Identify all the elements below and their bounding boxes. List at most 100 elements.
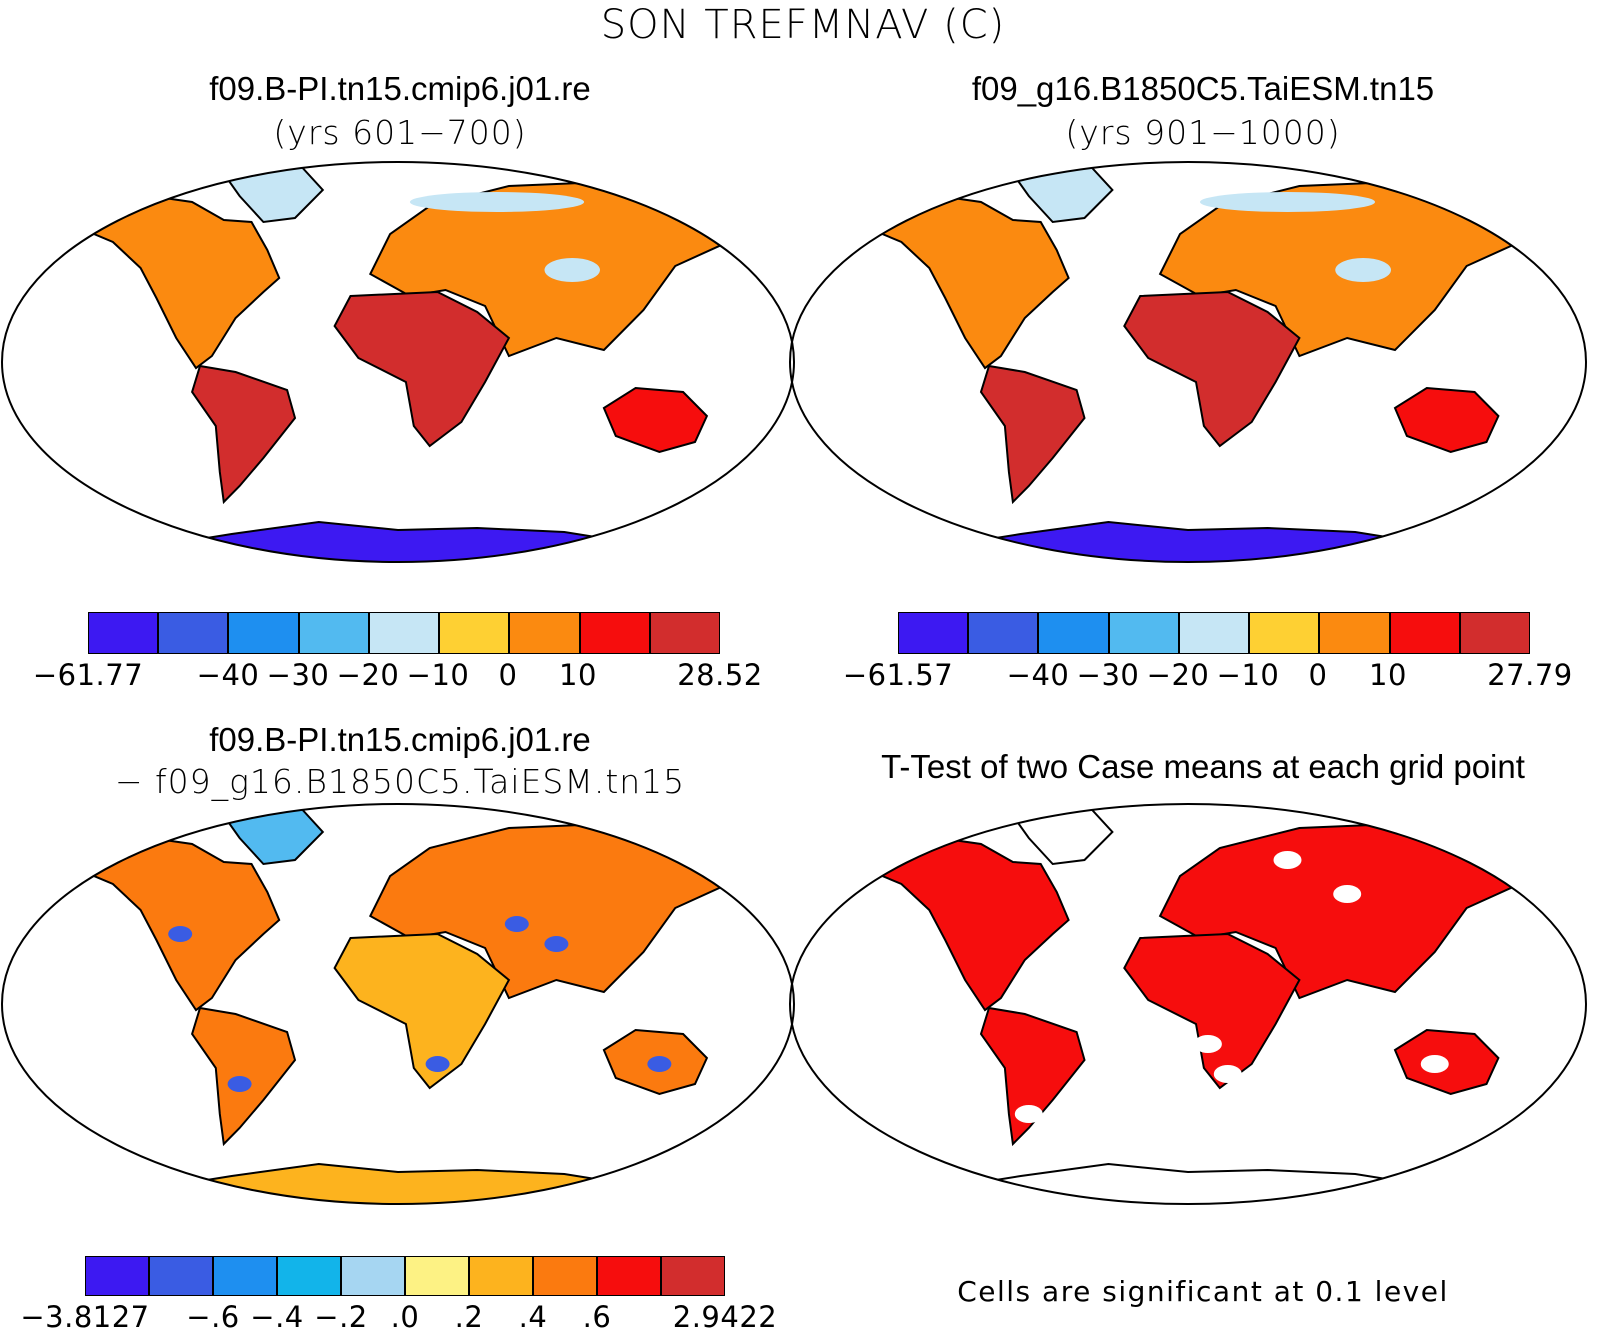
colorbar-swatch [898,612,969,654]
colorbar-swatch [341,1256,405,1296]
continent-southAmerica [979,364,1086,505]
colorbar-swatch [213,1256,277,1296]
insignificant-cell [1420,1055,1449,1073]
colorbar-tick-label: 10 [559,658,597,692]
panel-tl-title: f09.B-PI.tn15.cmip6.j01.re [209,70,591,107]
map-frame [1,161,795,563]
panel-tl-subtitle: (yrs 601−700) [273,113,527,152]
colorbar-tick-label: −3.8127 [20,1300,150,1334]
insignificant-cell [1273,851,1302,869]
panel-tr-subtitle: (yrs 901−1000) [1065,113,1341,152]
continent-africa [1123,290,1301,448]
colorbar-swatch [439,612,510,654]
continent-antarctica [140,1162,655,1204]
colorbar-swatch [1038,612,1109,654]
cooling-spot [425,1056,450,1072]
colorbar-swatch [1389,612,1460,654]
colorbar-tick-label: −30 [266,658,330,692]
cooling-spot [647,1056,672,1072]
colorbar-tick-label: .6 [582,1300,612,1334]
map-tr [789,161,1587,563]
colorbar-swatch [368,612,440,654]
colorbar-tick-label: −30 [1076,658,1140,692]
colorbar-swatch [158,612,229,654]
colorbar-swatch [579,612,650,654]
panel-tr-title: f09_g16.B1850C5.TaiESM.tn15 [971,70,1435,107]
colorbar-swatch [405,1256,469,1296]
continent-africa [333,932,511,1090]
colorbar-swatch [1249,612,1320,654]
colorbar-swatch [298,612,369,654]
colorbar-tick-label: .0 [390,1300,420,1334]
colorbar-swatch [1319,612,1390,654]
colorbar-tick-label: −10 [406,658,470,692]
continent-northAmerica [852,834,1070,1012]
colorbar-tick-label: −20 [336,658,400,692]
cooling-spot [227,1076,252,1092]
colorbar-swatch [277,1256,341,1296]
colorbar-tick-label: −.2 [314,1300,368,1334]
colorbar-swatch [597,1256,661,1296]
colorbar-swatch [968,612,1039,654]
insignificant-cell [1213,1065,1242,1083]
panel-bl-subtitle: − f09_g16.B1850C5.TaiESM.tn15 [114,762,686,801]
colorbar-swatch [1459,612,1530,654]
figure-title: SON TREFMNAV (C) [600,2,1006,48]
continent-southAmerica [979,1006,1086,1147]
colorbar-tick-label: −61.57 [842,658,954,692]
colorbar-swatch [1178,612,1250,654]
panel-br-title: T-Test of two Case means at each grid po… [881,748,1525,785]
colorbar-swatch [649,612,720,654]
map-tl [1,161,795,563]
colorbar-swatch [509,612,580,654]
colorbar-swatch [533,1256,597,1296]
continent-africa [333,290,511,448]
colorbar-tick-label: −20 [1146,658,1210,692]
tibet-cold-patch [1335,258,1391,282]
colorbar-tick-label: −40 [1006,658,1070,692]
continent-antarctica [140,520,655,562]
colorbar-tick-label: −61.77 [32,658,144,692]
map-frame [1,803,795,1205]
cooling-spot [504,916,529,932]
colorbar-tick-label: 10 [1369,658,1407,692]
colorbar-swatch [228,612,299,654]
continent-southAmerica [191,1006,297,1147]
continent-africa [1123,932,1301,1090]
insignificant-cell [1193,1035,1222,1053]
siberia-cold-band [409,192,585,212]
continent-antarctica [929,1162,1447,1204]
continent-australia [602,386,709,454]
colorbar-swatch [85,1256,149,1296]
colorbar-swatch [469,1256,533,1296]
continent-northAmerica [852,192,1070,370]
continent-antarctica [929,520,1447,562]
colorbar-tick-label: −.4 [250,1300,304,1334]
tibet-cold-patch [544,258,600,282]
continent-eurasia [368,822,757,1000]
continent-northAmerica [63,192,281,370]
colorbar-tick-label: 28.52 [677,658,763,692]
continent-eurasia [1158,822,1549,1000]
map-frame [789,803,1587,1205]
colorbar-tick-label: 0 [498,658,518,692]
colorbar-tick-label: −.6 [186,1300,240,1334]
insignificant-cell [1333,885,1362,903]
colorbar-swatch [149,1256,213,1296]
continent-southAmerica [191,364,297,505]
map-frame [789,161,1587,563]
colorbar-swatch [661,1256,725,1296]
colorbar-swatch [1108,612,1179,654]
map-br [789,803,1587,1205]
panel-bl-title: f09.B-PI.tn15.cmip6.j01.re [209,721,591,758]
continent-australia [1393,386,1500,454]
colorbar-tick-label: −10 [1216,658,1280,692]
continent-northAmerica [63,834,281,1012]
colorbar-tick-label: 0 [1308,658,1328,692]
colorbar-tick-label: .4 [518,1300,548,1334]
colorbar-tick-label: 2.9422 [672,1300,778,1334]
colorbar-tick-label: −40 [196,658,260,692]
cooling-spot [544,936,569,952]
map-bl [1,803,795,1205]
